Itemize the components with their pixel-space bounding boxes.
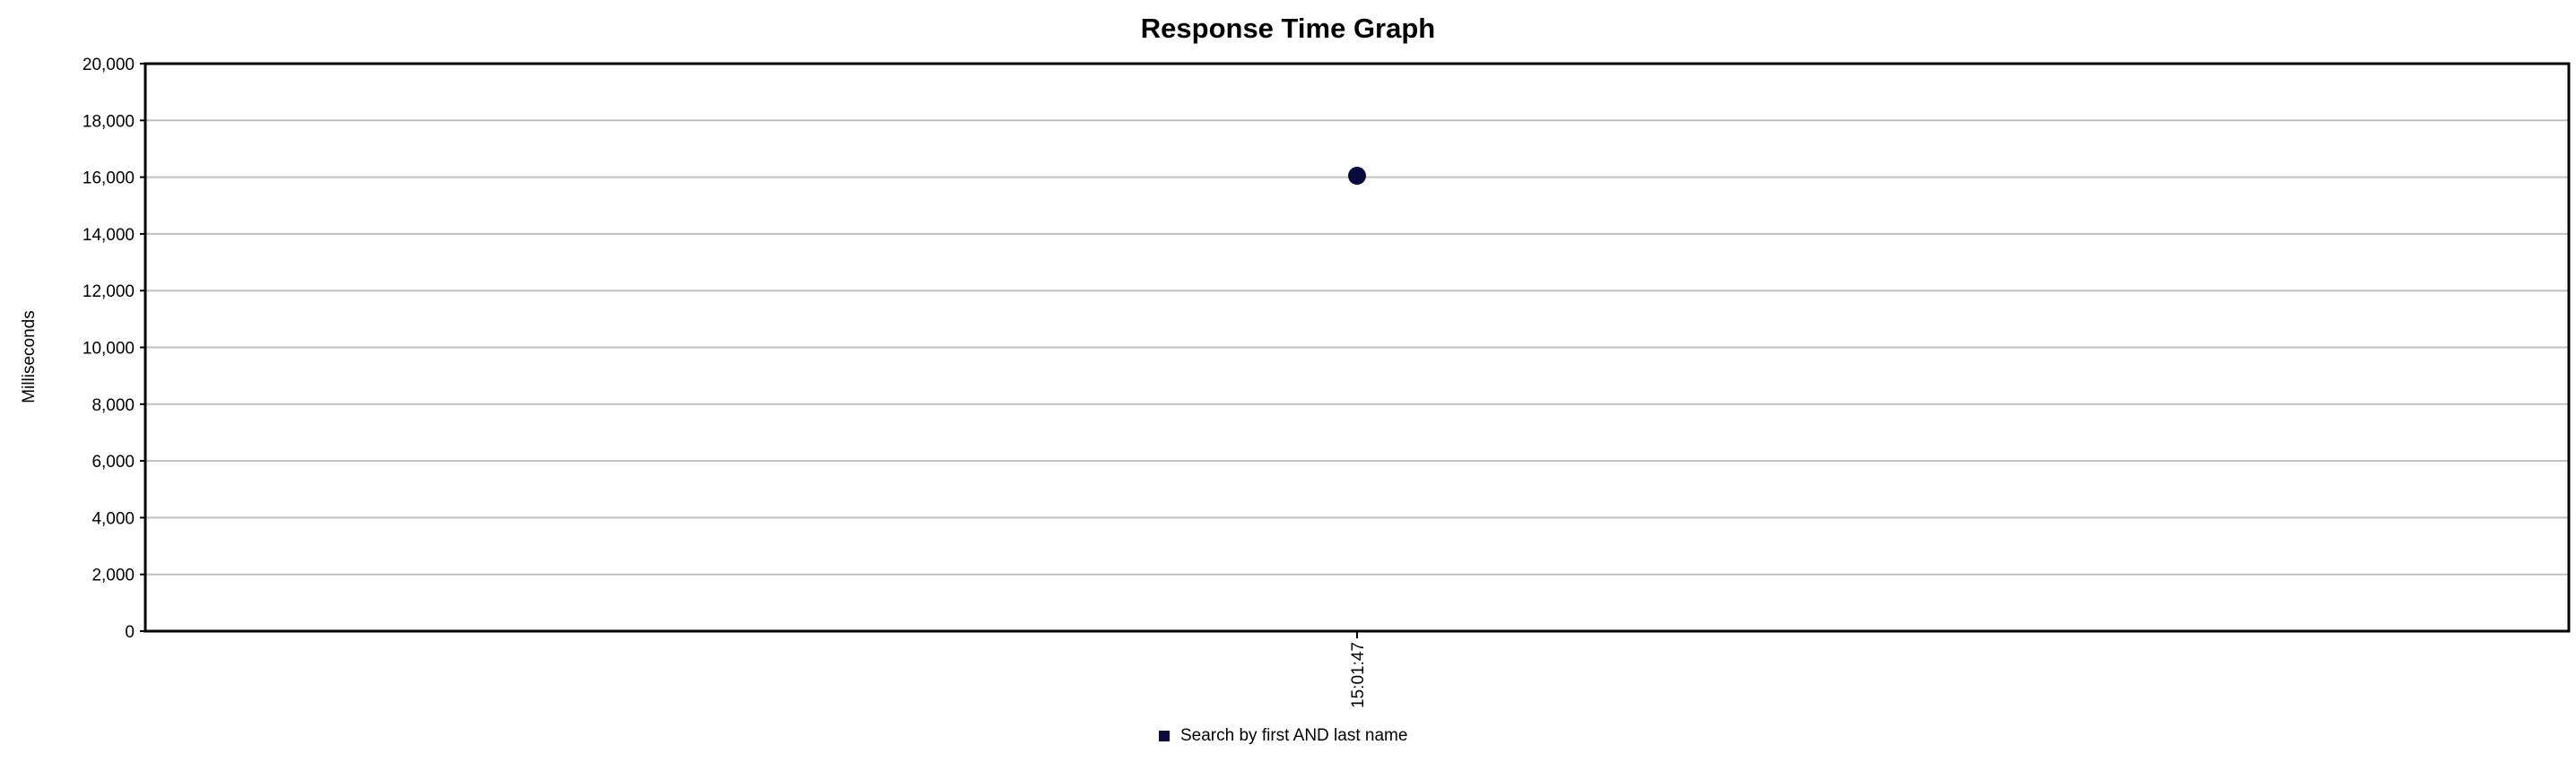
y-tick-label: 12,000 <box>83 282 135 301</box>
y-tick-label: 6,000 <box>91 453 135 472</box>
data-points <box>1348 167 1366 186</box>
y-tick-label: 8,000 <box>91 396 135 415</box>
y-axis: 0 2,000 4,000 6,000 8,000 10,000 12,000 14,000 1… <box>83 56 145 642</box>
x-axis: 15:01:47 <box>1349 631 1368 708</box>
y-axis-label: Milliseconds <box>20 310 39 403</box>
y-tick-label: 0 <box>125 623 135 642</box>
y-tick-label: 14,000 <box>83 226 135 245</box>
y-tick-label: 16,000 <box>83 169 135 188</box>
legend-swatch <box>1159 731 1170 741</box>
y-tick-label: 4,000 <box>91 509 135 528</box>
x-tick-label: 15:01:47 <box>1349 642 1368 708</box>
y-tick-label: 10,000 <box>83 340 135 359</box>
data-point <box>1348 167 1366 186</box>
y-tick-label: 20,000 <box>83 56 135 74</box>
y-tick-label: 18,000 <box>83 112 135 131</box>
legend-label: Search by first AND last name <box>1180 726 1407 745</box>
y-tick-label: 2,000 <box>91 567 135 585</box>
legend: Search by first AND last name <box>1159 726 1407 745</box>
chart-title: Response Time Graph <box>1141 13 1435 44</box>
grid-lines <box>145 119 2569 576</box>
